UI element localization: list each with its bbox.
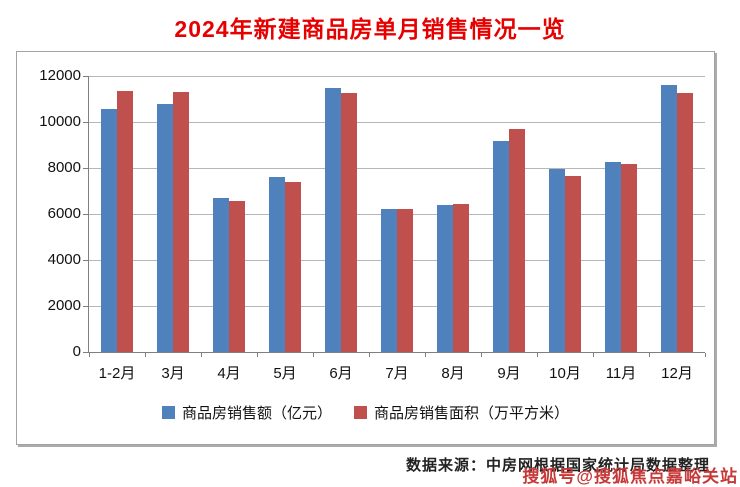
legend-item-area: 商品房销售面积（万平方米）: [354, 402, 569, 423]
legend-label: 商品房销售额（亿元）: [181, 405, 332, 422]
bar-amount-1-2月: [101, 108, 117, 352]
x-axis: [88, 352, 705, 353]
bar-amount-12月: [661, 84, 677, 352]
bar-amount-3月: [157, 103, 173, 352]
y-axis-tick: [83, 121, 88, 123]
y-axis-tick: [83, 259, 88, 261]
legend-swatch-area: [354, 406, 367, 419]
y-axis-label: 2000: [47, 297, 81, 314]
bar-area-5月: [285, 182, 301, 352]
y-axis: [88, 76, 89, 353]
x-axis-label-5月: 5月: [273, 365, 297, 382]
watermark-text: 搜狐号@搜狐焦点嘉峪关站: [522, 467, 738, 486]
y-axis-label: 8000: [47, 159, 81, 176]
y-axis-label: 10000: [39, 113, 81, 130]
x-axis-tick: [705, 353, 706, 357]
bar-amount-7月: [381, 209, 397, 352]
bar-amount-11月: [605, 161, 621, 352]
legend-swatch-amount: [161, 406, 175, 419]
y-axis-label: 0: [72, 343, 81, 360]
bar-area-4月: [229, 200, 245, 352]
x-axis-label-8月: 8月: [441, 365, 465, 382]
bar-area-9月: [509, 129, 525, 352]
x-axis-tick: [313, 353, 314, 357]
bar-area-8月: [453, 203, 469, 352]
bar-area-6月: [341, 92, 357, 352]
plot-area: 1-2月 3月 4月 5月 6月 7月 8月 9月 10月 11月 12月: [83, 75, 706, 382]
x-axis-tick: [593, 353, 594, 357]
y-axis-tick: [83, 351, 88, 353]
gridline-12000: [89, 75, 705, 77]
bar-area-10月: [565, 176, 581, 352]
bar-amount-5月: [269, 177, 285, 352]
bar-amount-4月: [213, 197, 229, 352]
bar-area-7月: [397, 208, 413, 352]
bar-amount-6月: [325, 88, 341, 352]
x-axis-tick: [369, 353, 370, 357]
data-source-text: 数据来源：中房网根据国家统计局数据整理: [405, 457, 710, 474]
gridline-8000: [89, 167, 705, 169]
bar-amount-9月: [493, 141, 509, 352]
x-axis-label-12月: 12月: [661, 365, 693, 382]
x-axis-tick: [649, 353, 650, 357]
y-axis-tick: [83, 213, 88, 215]
y-axis-label: 6000: [47, 205, 81, 222]
x-axis-label-7月: 7月: [385, 365, 409, 382]
x-axis-tick: [201, 353, 202, 357]
bar-amount-8月: [437, 204, 453, 352]
x-axis-tick: [89, 353, 90, 357]
bar-amount-10月: [549, 168, 565, 352]
x-axis-label-3月: 3月: [161, 365, 185, 382]
x-axis-label-9月: 9月: [497, 365, 521, 382]
x-axis-tick: [257, 353, 258, 357]
legend: 商品房销售额（亿元） 商品房销售面积（万平方米）: [17, 402, 714, 423]
chart-title: 2024年新建商品房单月销售情况一览: [174, 16, 566, 42]
bar-area-12月: [677, 92, 693, 352]
bar-area-1-2月: [117, 90, 133, 352]
y-axis-label: 12000: [39, 67, 81, 84]
y-axis-tick: [83, 305, 88, 307]
x-axis-tick: [481, 353, 482, 357]
gridline-10000: [89, 121, 705, 123]
legend-label: 商品房销售面积（万平方米）: [374, 405, 570, 422]
y-axis-label: 4000: [47, 251, 81, 268]
chart-container: 1-2月 3月 4月 5月 6月 7月 8月 9月 10月 11月 12月 0 2000 4000 600…: [16, 51, 715, 445]
bar-area-11月: [621, 163, 637, 352]
x-axis-label-1-2月: 1-2月: [98, 365, 136, 382]
x-axis-tick: [145, 353, 146, 357]
legend-item-amount: 商品房销售额（亿元）: [161, 402, 332, 423]
x-axis-label-11月: 11月: [605, 365, 637, 382]
x-axis-tick: [537, 353, 538, 357]
bar-area-3月: [173, 92, 189, 352]
x-axis-tick: [425, 353, 426, 357]
x-axis-label-10月: 10月: [549, 365, 581, 382]
y-axis-tick: [83, 167, 88, 169]
y-axis-tick: [83, 75, 88, 77]
x-axis-label-6月: 6月: [329, 365, 353, 382]
x-axis-label-4月: 4月: [217, 365, 241, 382]
